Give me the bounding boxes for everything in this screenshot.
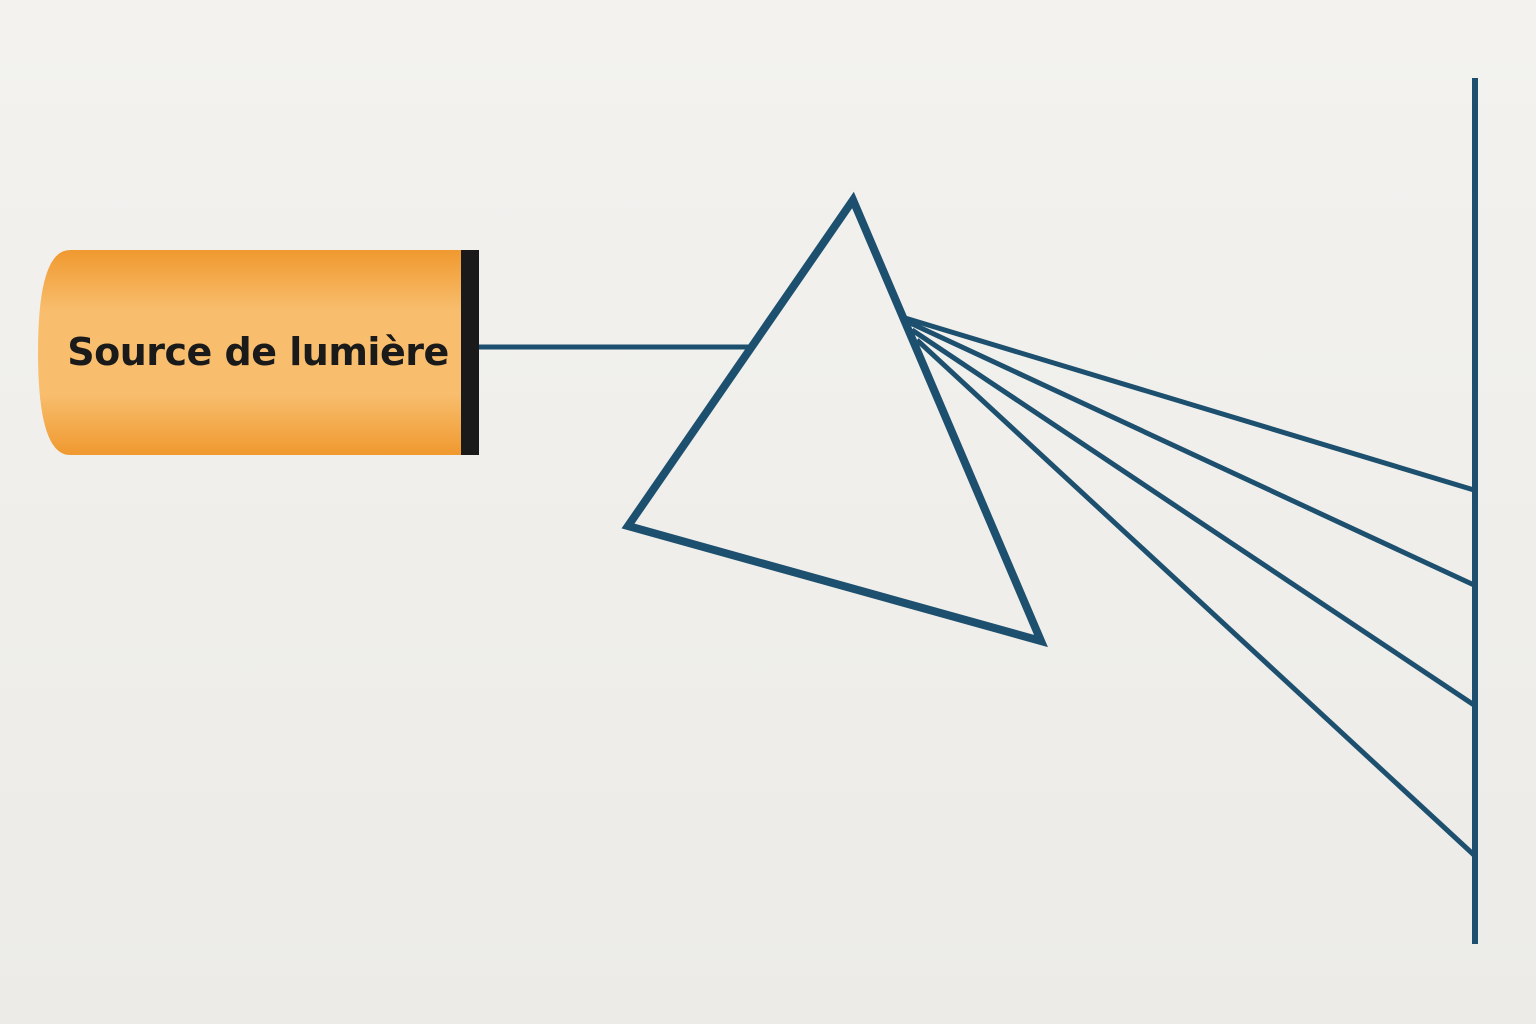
light-source-cap — [461, 250, 479, 455]
dispersed-ray-4 — [915, 338, 1476, 857]
light-source-body — [38, 250, 470, 455]
dispersed-ray-3 — [910, 327, 1476, 708]
dispersed-ray-1 — [904, 315, 1475, 493]
prism — [621, 191, 1048, 648]
dispersed-rays — [904, 315, 1476, 857]
light-source: Source de lumière — [38, 250, 479, 455]
dispersed-ray-2 — [906, 319, 1476, 588]
light-source-label: Source de lumière — [67, 330, 448, 374]
